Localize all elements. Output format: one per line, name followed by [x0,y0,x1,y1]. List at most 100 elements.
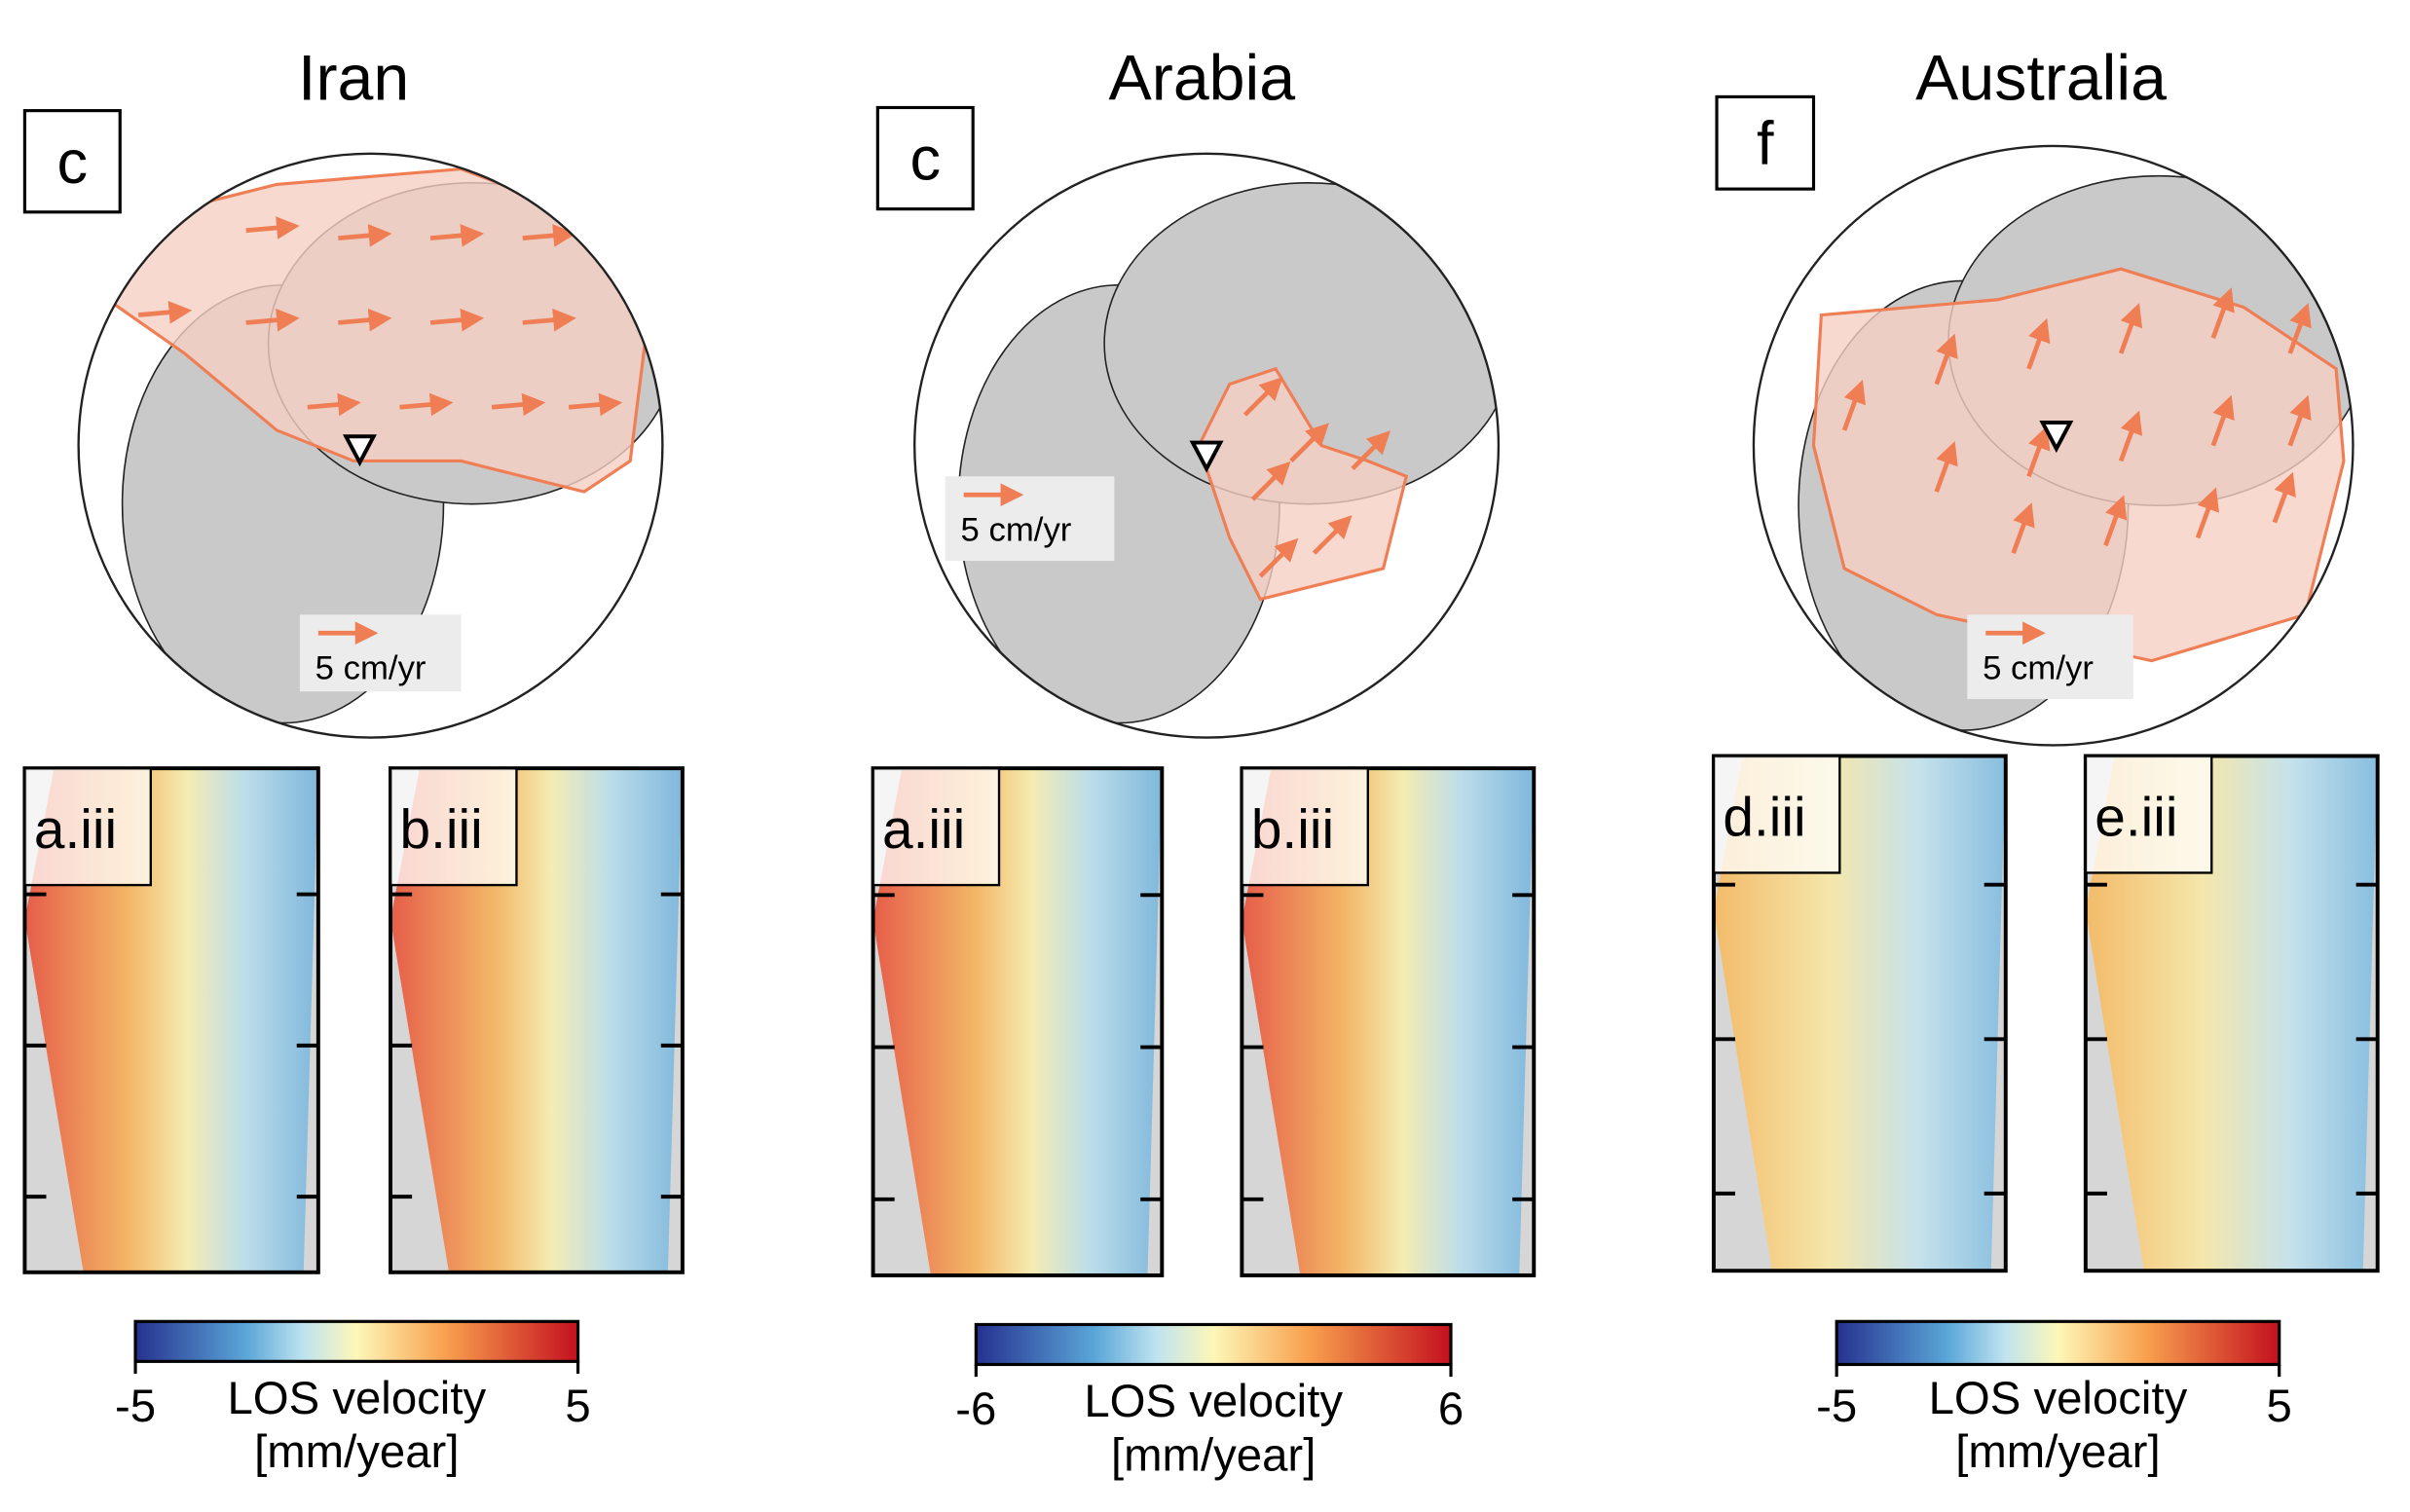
plate-region [1197,366,1409,602]
globe-content [105,167,663,724]
insar-label: a.iii [882,799,965,861]
velocity-arrow [522,224,576,247]
insar-frame [22,766,320,1274]
insar-strip [1713,756,2006,1272]
arrow-legend-box [1967,614,2133,700]
velocity-arrow [338,308,392,332]
insar-strip [390,768,683,1272]
velocity-arrow [307,392,361,417]
velocity-arrow [2272,471,2296,524]
velocity-arrow [1934,333,1958,386]
velocity-arrow [429,308,485,332]
colorbar-label: [mm/year] [1955,1426,2160,1478]
colorbar-label: LOS velocity [227,1373,486,1424]
insar-frame [871,766,1165,1277]
insar-frame [2083,754,2380,1273]
velocity-arrow [1351,430,1391,471]
insar-label-box [23,766,153,887]
velocity-arrow [338,224,392,247]
insar-label-box [2084,755,2213,874]
velocity-arrow [137,300,193,324]
panel-title: Iran [298,43,409,115]
arrow-legend-label: 5 cm/yr [961,512,1072,549]
velocity-arrow [2026,425,2051,478]
arrow-legend-box [299,614,462,692]
velocity-arrow [2011,502,2035,554]
insar-label: a.iii [34,799,117,861]
panel-label-box [1715,94,1816,191]
insar-frame [1711,754,2008,1273]
velocity-arrow [1258,537,1299,578]
insar-strip [24,768,318,1272]
colorbar-tick-label: -5 [1816,1381,1857,1432]
plate-region [1811,267,2346,663]
insar-strip [2085,756,2378,1272]
colorbar-label: [mm/year] [254,1426,459,1478]
arrow-legend-box [945,476,1115,562]
insar-label-box [1241,766,1369,887]
velocity-arrow [1312,515,1353,555]
colorbar-tick-label: 5 [565,1381,590,1432]
velocity-arrow [2195,487,2219,539]
panel-label: c [909,126,941,194]
colorbar [1835,1319,2281,1367]
panel-label: f [1757,110,1774,178]
velocity-arrow [399,392,454,417]
velocity-arrow [2210,287,2235,340]
velocity-arrow [1289,423,1329,463]
insar-label: b.iii [1251,799,1334,861]
globe-outline [913,152,1501,739]
colorbar-label: LOS velocity [1929,1373,2188,1424]
panel-title: Arabia [1109,43,1296,115]
velocity-arrow [2103,495,2128,547]
insar-frame [389,766,685,1274]
colorbar-label: [mm/year] [1111,1429,1316,1481]
colorbar-tick-label: 5 [2267,1381,2292,1432]
velocity-arrow [245,216,300,240]
velocity-arrow [1250,461,1291,501]
panel-title: Australia [1915,43,2167,115]
insar-label-box [871,766,1001,887]
insar-label-box [389,766,518,887]
globe-content [1798,174,2354,731]
panel-label: c [57,129,89,197]
insar-frame [1240,766,1537,1277]
velocity-arrow [429,224,485,247]
arrow-legend-label: 5 cm/yr [1983,650,2094,687]
panel-label-box [875,105,975,211]
colorbar [133,1319,580,1363]
site-marker [1189,440,1224,473]
velocity-arrow [245,308,300,332]
velocity-arrow [1841,380,1866,431]
colorbar-label: LOS velocity [1084,1376,1343,1427]
insar-label: b.iii [399,799,482,861]
colorbar-tick-label: 6 [1438,1383,1464,1435]
colorbar [974,1322,1453,1367]
velocity-arrow [1934,441,1958,493]
insar-strip [1242,768,1535,1275]
globe-content [957,182,1499,724]
insar-label-box [1712,755,1841,874]
velocity-arrow [2287,303,2312,354]
velocity-arrow [2210,394,2235,447]
colorbar-tick-label: -5 [115,1381,156,1432]
site-marker [342,434,377,467]
velocity-arrow [2287,394,2312,447]
globe-outline [77,152,664,739]
insar-label: e.iii [2095,788,2177,849]
velocity-arrow [522,308,576,332]
velocity-arrow [1242,377,1283,417]
velocity-arrow [2026,317,2051,370]
site-marker [2039,421,2074,454]
globe-outline [1752,144,2354,747]
arrow-legend-label: 5 cm/yr [315,650,426,687]
velocity-arrow [491,392,546,417]
insar-strip [872,768,1163,1275]
velocity-arrow [568,392,623,417]
panel-label-box [22,109,122,214]
insar-label: d.iii [1723,788,1805,849]
velocity-arrow [2118,410,2143,462]
velocity-arrow [2118,303,2143,354]
colorbar-tick-label: -6 [955,1383,996,1435]
